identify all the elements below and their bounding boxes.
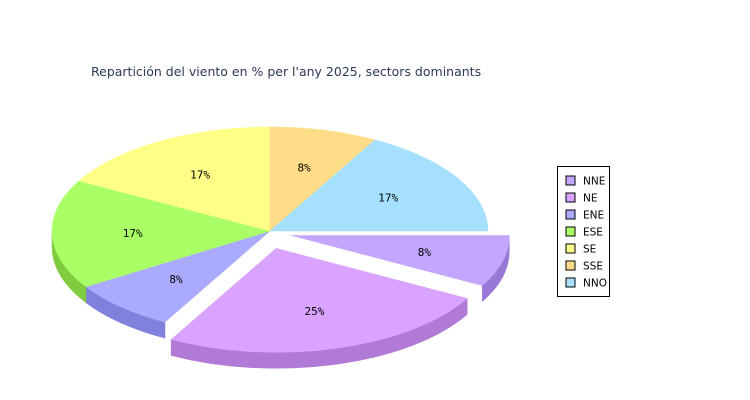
pie-slice-ese <box>51 180 271 288</box>
pie-label-se: 17% <box>190 169 210 182</box>
legend-label-ese: ESE <box>583 227 603 239</box>
legend-label-se: SE <box>583 244 596 256</box>
pie-label-ese: 17% <box>123 227 143 240</box>
pie-slice-ene <box>85 230 271 323</box>
chart-title: Repartición del viento en % per l'any 20… <box>91 64 481 79</box>
legend-swatch-ene <box>565 209 576 220</box>
pie-slice-ne <box>170 248 468 353</box>
legend-swatch-nne <box>565 175 576 186</box>
legend-label-sse: SSE <box>583 261 603 273</box>
legend-label-nne: NNE <box>583 176 605 188</box>
legend-label-nno: NNO <box>583 278 607 290</box>
legend-label-ene: ENE <box>583 210 604 222</box>
legend-swatch-ne <box>565 192 576 203</box>
legend-swatch-sse <box>565 260 576 271</box>
pie-slices <box>51 126 510 353</box>
legend-swatch-nno <box>565 277 576 288</box>
legend-label-ne: NE <box>583 193 598 205</box>
pie-labels: 8% 25% 8% 17% 17% 8% 17% <box>123 162 432 319</box>
pie-label-nno: 17% <box>378 192 398 205</box>
pie-label-ene: 8% <box>169 273 183 286</box>
pie-slice-sse <box>269 126 376 232</box>
pie-slice-nne <box>291 235 510 286</box>
pie-label-ne: 25% <box>305 305 325 318</box>
pie-label-sse: 8% <box>298 162 312 175</box>
legend-swatch-ese <box>565 226 576 237</box>
pie-slice-nno <box>269 139 489 232</box>
pie-label-nne: 8% <box>418 246 432 259</box>
legend: NNE NE ENE ESE SE SSE NNO <box>557 166 610 297</box>
legend-swatch-se <box>565 243 576 254</box>
pie-slice-se <box>78 126 271 232</box>
